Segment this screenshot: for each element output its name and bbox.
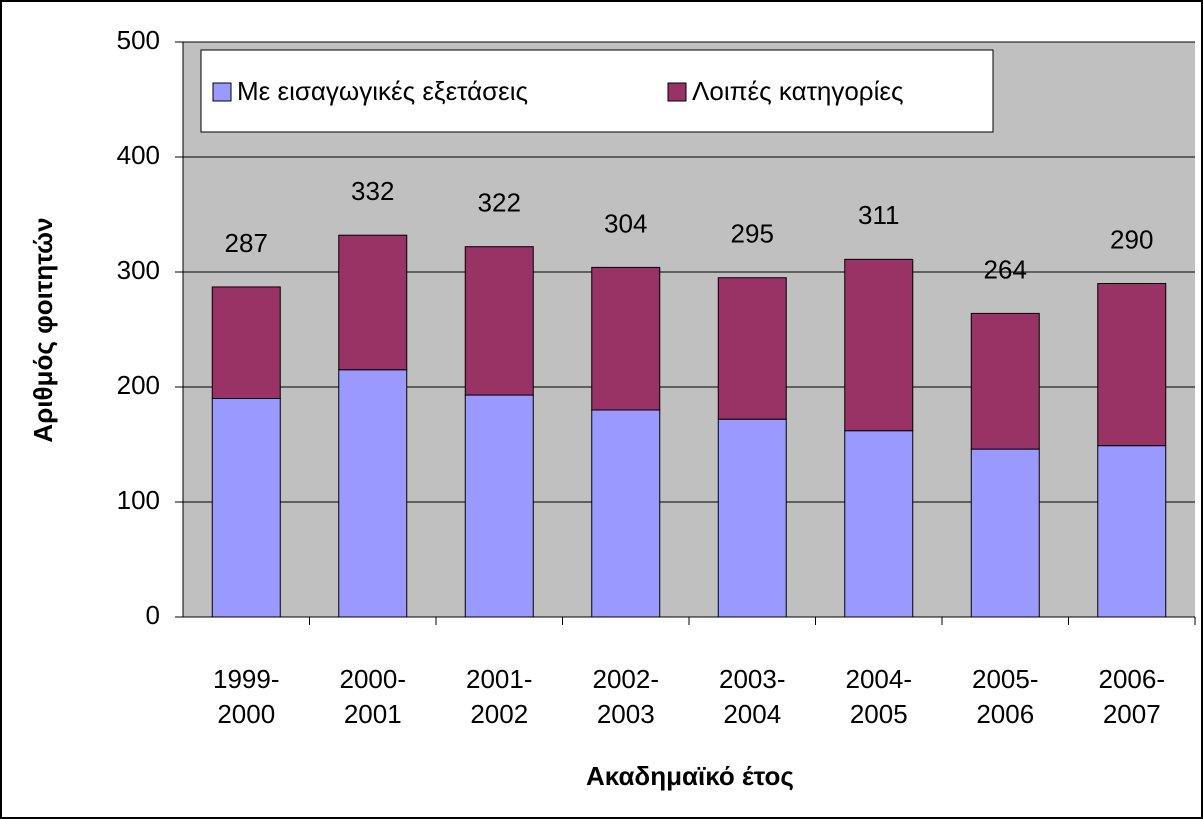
total-label: 322 <box>478 188 521 218</box>
bar-segment <box>970 312 1040 450</box>
total-label: 264 <box>984 254 1027 284</box>
bar-segment <box>464 246 534 396</box>
bar-segment <box>211 398 281 618</box>
x-tick-label: 2003-2004 <box>719 664 786 729</box>
total-label: 304 <box>604 208 647 238</box>
bar-segment <box>464 394 534 618</box>
x-tick-label: 2001-2002 <box>466 664 533 729</box>
x-tick-label: 2005-2006 <box>972 664 1039 729</box>
total-label: 290 <box>1110 224 1153 254</box>
bar-segment <box>591 266 661 411</box>
x-tick-label: 1999-2000 <box>213 664 280 729</box>
y-tick-label: 100 <box>117 485 160 515</box>
bar-segment <box>338 234 408 371</box>
total-label: 332 <box>351 176 394 206</box>
bar-segment <box>844 430 914 618</box>
y-tick-label: 500 <box>117 25 160 55</box>
x-tick-label: 2006-2007 <box>1098 664 1166 729</box>
bar-segment <box>211 286 281 400</box>
x-axis-label: Ακαδημαϊκό έτος <box>586 761 794 791</box>
y-axis-label: Αριθμός φοιτητών <box>28 217 58 442</box>
x-tick-label: 2004-2005 <box>845 664 913 729</box>
bar-segment <box>717 277 787 420</box>
legend-swatch <box>212 82 232 102</box>
bar-segment <box>591 409 661 618</box>
legend-label: Λοιπές κατηγορίες <box>692 76 903 106</box>
bar-segment <box>338 369 408 618</box>
legend <box>200 49 994 133</box>
bar-segment <box>970 448 1040 618</box>
legend-label: Με εισαγωγικές εξετάσεις <box>237 76 528 106</box>
bar-segment <box>1097 283 1167 447</box>
y-tick-label: 300 <box>117 255 160 285</box>
bar-segment <box>1097 445 1167 618</box>
x-tick-label: 2002-2003 <box>592 664 660 729</box>
bar-segment <box>844 258 914 432</box>
total-label: 295 <box>731 219 774 249</box>
y-tick-label: 400 <box>117 140 160 170</box>
bar-segment <box>717 418 787 618</box>
y-tick-label: 200 <box>117 370 160 400</box>
total-label: 311 <box>858 200 899 230</box>
legend-swatch <box>667 82 687 102</box>
total-label: 287 <box>225 228 268 258</box>
y-tick-label: 0 <box>146 600 160 630</box>
x-tick-label: 2000-2001 <box>339 664 407 729</box>
